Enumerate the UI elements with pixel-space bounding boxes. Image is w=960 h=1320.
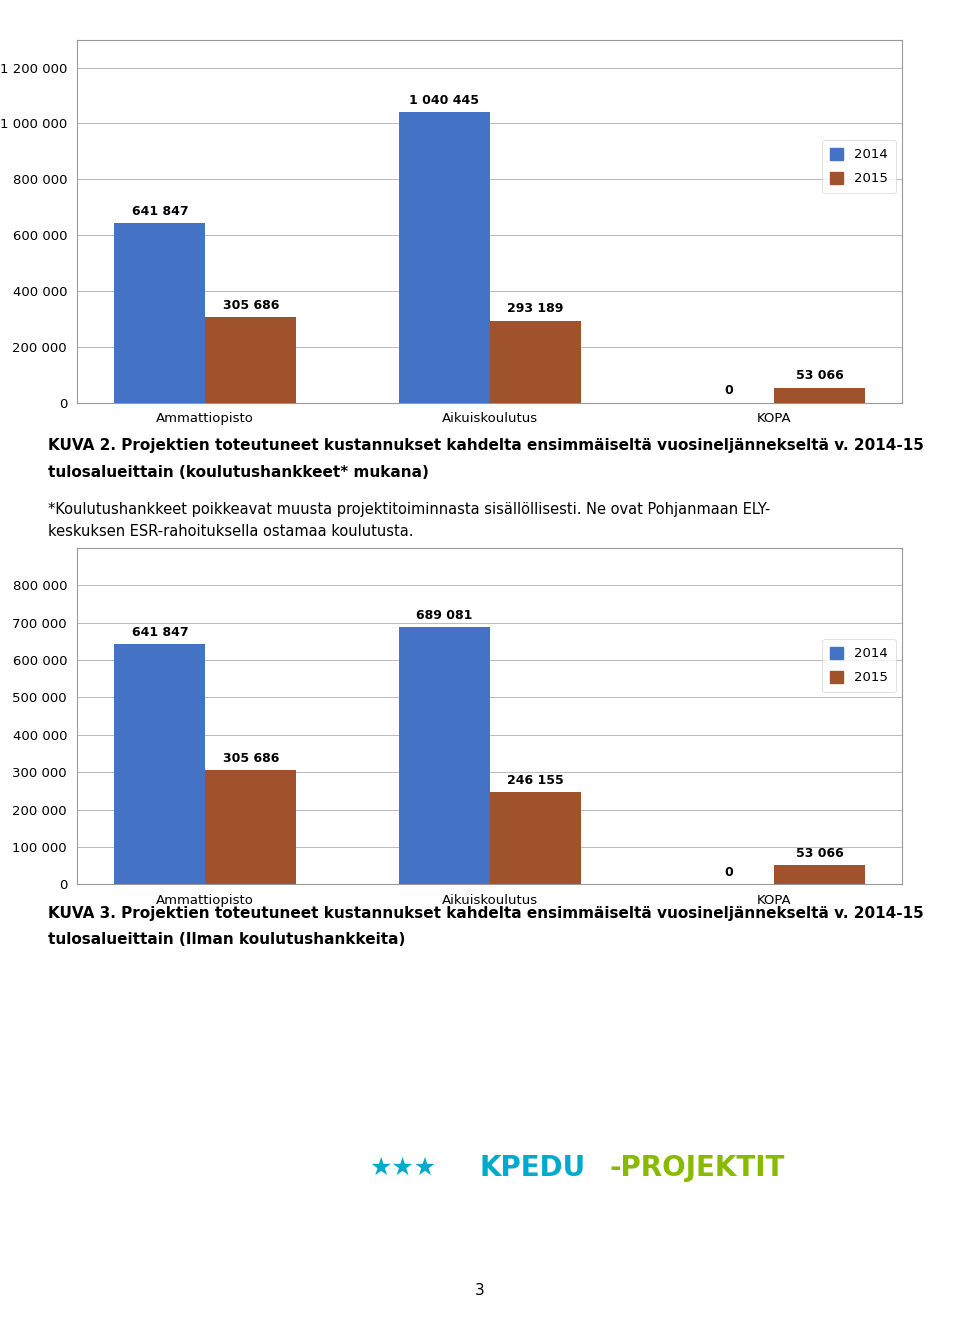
- Text: KPEDU: KPEDU: [480, 1154, 587, 1183]
- Text: ★★★: ★★★: [370, 1156, 437, 1180]
- Bar: [205, 770, 297, 884]
- Text: keskuksen ESR-rahoituksella ostamaa koulutusta.: keskuksen ESR-rahoituksella ostamaa koul…: [48, 524, 414, 539]
- Text: 641 847: 641 847: [132, 205, 188, 218]
- Bar: [114, 644, 205, 884]
- Text: tulosalueittain (Ilman koulutushankkeita): tulosalueittain (Ilman koulutushankkeita…: [48, 932, 405, 946]
- Text: 3: 3: [475, 1283, 485, 1299]
- Text: 0: 0: [724, 384, 732, 397]
- Bar: [774, 865, 865, 884]
- Legend: 2014, 2015: 2014, 2015: [823, 140, 896, 193]
- Bar: [398, 627, 490, 884]
- Text: 293 189: 293 189: [507, 302, 564, 315]
- Bar: [774, 388, 865, 403]
- Text: 689 081: 689 081: [416, 609, 472, 622]
- Text: tulosalueittain (koulutushankkeet* mukana): tulosalueittain (koulutushankkeet* mukan…: [48, 465, 429, 479]
- Text: -PROJEKTIT: -PROJEKTIT: [610, 1154, 785, 1183]
- Legend: 2014, 2015: 2014, 2015: [823, 639, 896, 692]
- Text: KUVA 3. Projektien toteutuneet kustannukset kahdelta ensimmäiseltä vuosineljänne: KUVA 3. Projektien toteutuneet kustannuk…: [48, 906, 924, 920]
- Text: 53 066: 53 066: [796, 846, 843, 859]
- Text: 53 066: 53 066: [796, 370, 843, 383]
- Bar: [205, 317, 297, 403]
- Bar: [490, 321, 581, 403]
- Bar: [114, 223, 205, 403]
- Bar: [398, 112, 490, 403]
- Text: 305 686: 305 686: [223, 752, 279, 766]
- Text: 246 155: 246 155: [507, 775, 564, 787]
- Text: 305 686: 305 686: [223, 298, 279, 312]
- Text: 0: 0: [724, 866, 732, 879]
- Text: *Koulutushankkeet poikkeavat muusta projektitoiminnasta sisällöllisesti. Ne ovat: *Koulutushankkeet poikkeavat muusta proj…: [48, 502, 770, 516]
- Text: 641 847: 641 847: [132, 626, 188, 639]
- Bar: [490, 792, 581, 884]
- Text: 1 040 445: 1 040 445: [409, 94, 479, 107]
- Text: KUVA 2. Projektien toteutuneet kustannukset kahdelta ensimmäiseltä vuosineljänne: KUVA 2. Projektien toteutuneet kustannuk…: [48, 438, 924, 453]
